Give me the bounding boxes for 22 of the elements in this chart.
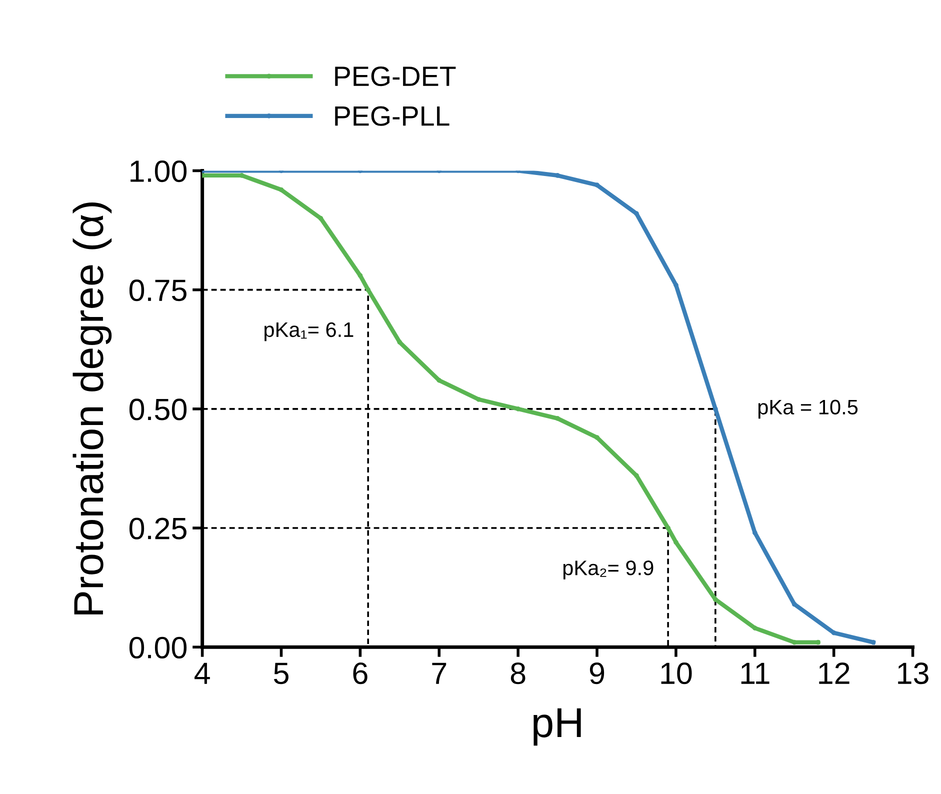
x-tick-label: 4 bbox=[194, 662, 210, 684]
x-tick-label: 12 bbox=[819, 662, 850, 684]
legend-label: PEG-PLL bbox=[335, 106, 450, 126]
annotation: pKa₁= 6.1 bbox=[264, 322, 354, 342]
y-tick-label: 1.00 bbox=[130, 160, 187, 182]
y-tick-label: 0.75 bbox=[129, 280, 186, 302]
x-tick-label: 6 bbox=[353, 662, 368, 684]
x-axis-title: pH bbox=[534, 708, 581, 746]
y-tick-label: 0.25 bbox=[129, 518, 186, 540]
annotation: pKa = 10.5 bbox=[758, 400, 858, 419]
annotation: pKa₂= 9.9 bbox=[563, 560, 654, 580]
x-tick-label: 8 bbox=[510, 662, 526, 684]
x-tick-label: 7 bbox=[432, 662, 446, 684]
x-tick-label: 13 bbox=[898, 662, 928, 684]
x-tick-label: 10 bbox=[661, 662, 692, 684]
y-tick-label: 0.00 bbox=[129, 636, 187, 658]
y-axis-title: Protonation degree (α) bbox=[72, 202, 112, 614]
x-tick-label: 9 bbox=[590, 662, 604, 684]
x-tick-label: 5 bbox=[274, 662, 288, 684]
y-tick-label: 0.50 bbox=[129, 398, 187, 420]
x-tick-label: 11 bbox=[741, 662, 770, 684]
legend-label: PEG-DET bbox=[335, 66, 456, 86]
